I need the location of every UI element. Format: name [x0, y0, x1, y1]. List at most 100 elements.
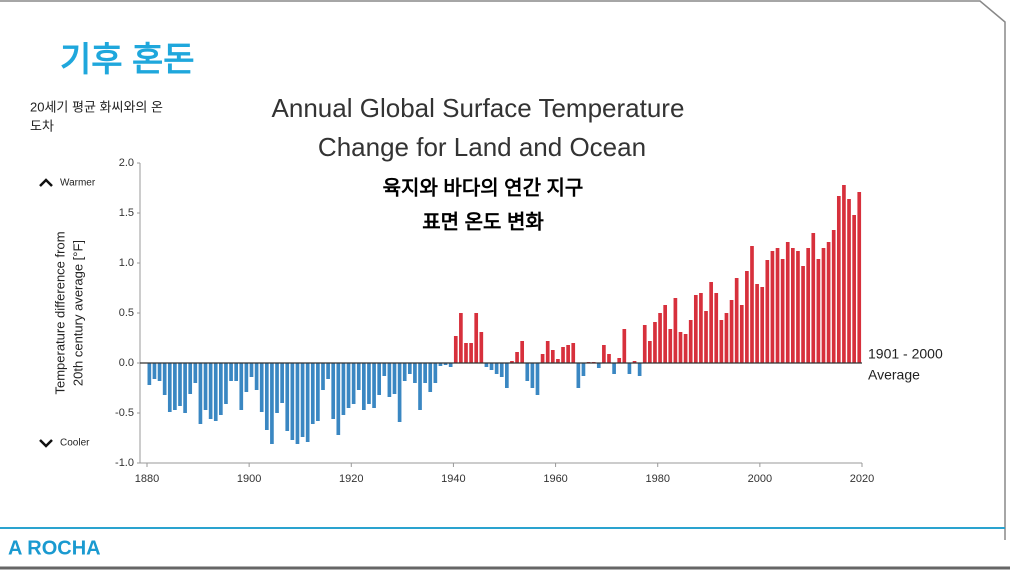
bar: [264, 363, 269, 430]
bar: [811, 233, 816, 363]
bar: [305, 363, 310, 442]
bar: [505, 363, 509, 388]
bar: [443, 363, 448, 365]
chart-subtitle: 표면 온도 변화: [422, 210, 544, 233]
baseline-label: 1901 - 2000: [868, 346, 943, 362]
bar: [295, 363, 300, 444]
bar: [596, 363, 601, 368]
y-tick-label: 1.0: [119, 257, 134, 269]
bar: [244, 363, 249, 392]
footer-bg: [0, 540, 1010, 570]
chart-subtitle: 육지와 바다의 연간 지구: [383, 176, 584, 199]
bar: [259, 363, 264, 412]
bar: [367, 363, 371, 404]
y-label-line: 20th century average [°F]: [70, 240, 85, 386]
bar: [617, 358, 622, 363]
x-tick-label: 1940: [441, 473, 465, 485]
bar: [351, 363, 356, 404]
bar: [193, 363, 198, 383]
bar: [525, 363, 530, 381]
bar: [285, 363, 290, 431]
y-tick-label: 2.0: [119, 157, 134, 169]
slide-title: 기후 혼돈: [60, 41, 195, 79]
warmer-label: Warmer: [60, 178, 96, 189]
bar: [770, 251, 775, 363]
slide-note: 20세기 평균 화씨와의 온: [30, 99, 163, 114]
bar: [397, 363, 402, 422]
bar: [346, 363, 351, 408]
bar: [612, 363, 616, 374]
bar: [535, 363, 540, 395]
bar: [300, 363, 305, 437]
bar: [377, 363, 382, 395]
bar: [806, 248, 811, 363]
bar: [224, 363, 228, 404]
bar: [341, 363, 346, 415]
warmer-icon: [39, 178, 53, 187]
bar: [392, 363, 397, 394]
bar: [683, 334, 688, 363]
bar: [183, 363, 187, 413]
bar: [484, 363, 489, 367]
bar: [499, 363, 504, 377]
bar: [607, 354, 611, 363]
bar: [157, 363, 162, 381]
bar: [254, 363, 259, 390]
bar: [167, 363, 172, 412]
bar: [336, 363, 341, 435]
x-tick-label: 1920: [339, 473, 363, 485]
bar: [382, 363, 387, 376]
bar: [785, 242, 790, 363]
bar: [464, 343, 468, 363]
bar: [775, 248, 780, 363]
bar: [847, 199, 851, 363]
bar: [428, 363, 433, 392]
bar: [801, 266, 805, 363]
bar: [239, 363, 244, 410]
y-label-line: Temperature difference from: [52, 231, 67, 394]
bar: [755, 284, 759, 363]
bar: [213, 363, 218, 421]
bar: [479, 332, 484, 363]
bar: [545, 341, 550, 363]
bar: [739, 305, 744, 363]
bar: [203, 363, 208, 410]
bar: [423, 363, 427, 383]
bar: [540, 354, 545, 363]
bar: [362, 363, 366, 410]
bar: [566, 345, 570, 363]
bar: [816, 259, 821, 363]
bar: [556, 359, 560, 363]
bar: [290, 363, 295, 440]
bar: [836, 196, 841, 363]
bar: [632, 361, 637, 363]
y-tick-label: -1.0: [115, 457, 134, 469]
bar: [831, 230, 836, 363]
bar: [469, 343, 473, 363]
bar: [459, 313, 463, 363]
bar: [326, 363, 330, 379]
y-tick-label: -0.5: [115, 407, 134, 419]
bar: [229, 363, 233, 381]
bar: [571, 343, 576, 363]
bar: [627, 363, 632, 374]
bar: [418, 363, 422, 410]
bar: [637, 363, 642, 376]
bar: [438, 363, 443, 366]
bar: [489, 363, 494, 370]
bar: [699, 293, 703, 363]
y-tick-label: 0.5: [119, 307, 134, 319]
bar: [668, 329, 673, 363]
bar: [709, 282, 713, 363]
bar: [842, 185, 846, 363]
bar: [316, 363, 320, 421]
bar: [413, 363, 417, 383]
cooler-icon: [39, 439, 53, 448]
bar: [152, 363, 157, 379]
bar: [474, 313, 479, 363]
bar: [714, 293, 719, 363]
y-tick-label: 0.0: [119, 357, 134, 369]
bar: [356, 363, 361, 390]
